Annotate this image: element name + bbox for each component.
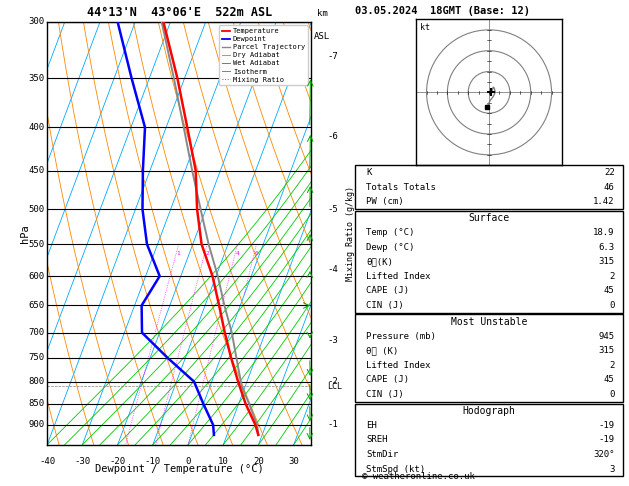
Text: 350: 350 (28, 74, 45, 83)
Text: CIN (J): CIN (J) (366, 301, 404, 310)
Text: LCL: LCL (327, 382, 342, 391)
Text: 0: 0 (186, 457, 191, 467)
Text: 450: 450 (28, 166, 45, 175)
Text: -30: -30 (74, 457, 91, 467)
Text: 550: 550 (28, 240, 45, 249)
Text: 18.9: 18.9 (593, 228, 615, 237)
Text: 6.3: 6.3 (599, 243, 615, 252)
Text: -2: -2 (327, 377, 338, 386)
Text: 0: 0 (610, 301, 615, 310)
Text: 945: 945 (599, 332, 615, 341)
Text: 10: 10 (218, 457, 229, 467)
Text: 320°: 320° (593, 450, 615, 459)
Text: 2: 2 (205, 251, 209, 256)
Text: 800: 800 (28, 377, 45, 386)
Text: kt: kt (420, 23, 430, 32)
Text: Temp (°C): Temp (°C) (366, 228, 415, 237)
Text: -1: -1 (327, 420, 338, 429)
Text: -4: -4 (327, 265, 338, 275)
Text: 03.05.2024  18GMT (Base: 12): 03.05.2024 18GMT (Base: 12) (355, 6, 530, 16)
Legend: Temperature, Dewpoint, Parcel Trajectory, Dry Adiabat, Wet Adiabat, Isotherm, Mi: Temperature, Dewpoint, Parcel Trajectory… (219, 25, 308, 86)
Text: -10: -10 (145, 457, 161, 467)
Text: 600: 600 (28, 272, 45, 280)
X-axis label: Dewpoint / Temperature (°C): Dewpoint / Temperature (°C) (95, 464, 264, 474)
Text: 315: 315 (599, 257, 615, 266)
Text: -19: -19 (599, 435, 615, 444)
Text: SREH: SREH (366, 435, 387, 444)
Text: Dewp (°C): Dewp (°C) (366, 243, 415, 252)
Text: Lifted Index: Lifted Index (366, 272, 431, 281)
Text: 315: 315 (599, 347, 615, 355)
Text: Pressure (mb): Pressure (mb) (366, 332, 436, 341)
Text: -5: -5 (327, 205, 338, 214)
Text: 650: 650 (28, 301, 45, 310)
Text: 4: 4 (236, 251, 240, 256)
Text: 46: 46 (604, 183, 615, 191)
Text: hPa: hPa (19, 224, 30, 243)
Text: 30: 30 (288, 457, 299, 467)
Text: 20: 20 (253, 457, 264, 467)
Text: Lifted Index: Lifted Index (366, 361, 431, 370)
Text: -19: -19 (599, 421, 615, 430)
Text: -20: -20 (109, 457, 126, 467)
Text: 1: 1 (177, 251, 181, 256)
Text: θᴪ (K): θᴪ (K) (366, 347, 398, 355)
Text: -40: -40 (39, 457, 55, 467)
Text: 900: 900 (28, 420, 45, 429)
Text: CAPE (J): CAPE (J) (366, 286, 409, 295)
Text: 44°13'N  43°06'E  522m ASL: 44°13'N 43°06'E 522m ASL (87, 6, 272, 18)
Text: 400: 400 (28, 123, 45, 132)
Text: StmSpd (kt): StmSpd (kt) (366, 465, 425, 473)
Text: -3: -3 (327, 336, 338, 345)
Text: StmDir: StmDir (366, 450, 398, 459)
Text: -6: -6 (327, 132, 338, 141)
Text: ASL: ASL (314, 33, 330, 41)
Text: EH: EH (366, 421, 377, 430)
Text: 2: 2 (610, 361, 615, 370)
Text: © weatheronline.co.uk: © weatheronline.co.uk (362, 472, 474, 481)
Text: Hodograph: Hodograph (462, 406, 516, 416)
Text: 700: 700 (28, 328, 45, 337)
Text: 45: 45 (604, 375, 615, 384)
Text: 2: 2 (610, 272, 615, 281)
Text: -8: -8 (327, 0, 338, 1)
Text: Most Unstable: Most Unstable (451, 317, 527, 327)
Text: CAPE (J): CAPE (J) (366, 375, 409, 384)
Text: 500: 500 (28, 205, 45, 214)
Text: Totals Totals: Totals Totals (366, 183, 436, 191)
Text: Mixing Ratio (g/kg): Mixing Ratio (g/kg) (346, 186, 355, 281)
Text: 3: 3 (610, 465, 615, 473)
Text: 750: 750 (28, 353, 45, 363)
Text: CIN (J): CIN (J) (366, 390, 404, 399)
Text: θᴪ(K): θᴪ(K) (366, 257, 393, 266)
Text: 45: 45 (604, 286, 615, 295)
Text: K: K (366, 168, 372, 177)
Text: 22: 22 (604, 168, 615, 177)
Text: 6: 6 (255, 251, 259, 256)
Text: -7: -7 (327, 52, 338, 61)
Text: 850: 850 (28, 399, 45, 408)
Text: PW (cm): PW (cm) (366, 197, 404, 206)
Text: km: km (316, 9, 328, 17)
Text: 0: 0 (610, 390, 615, 399)
Text: Surface: Surface (469, 213, 509, 223)
Text: 1.42: 1.42 (593, 197, 615, 206)
Text: 300: 300 (28, 17, 45, 26)
